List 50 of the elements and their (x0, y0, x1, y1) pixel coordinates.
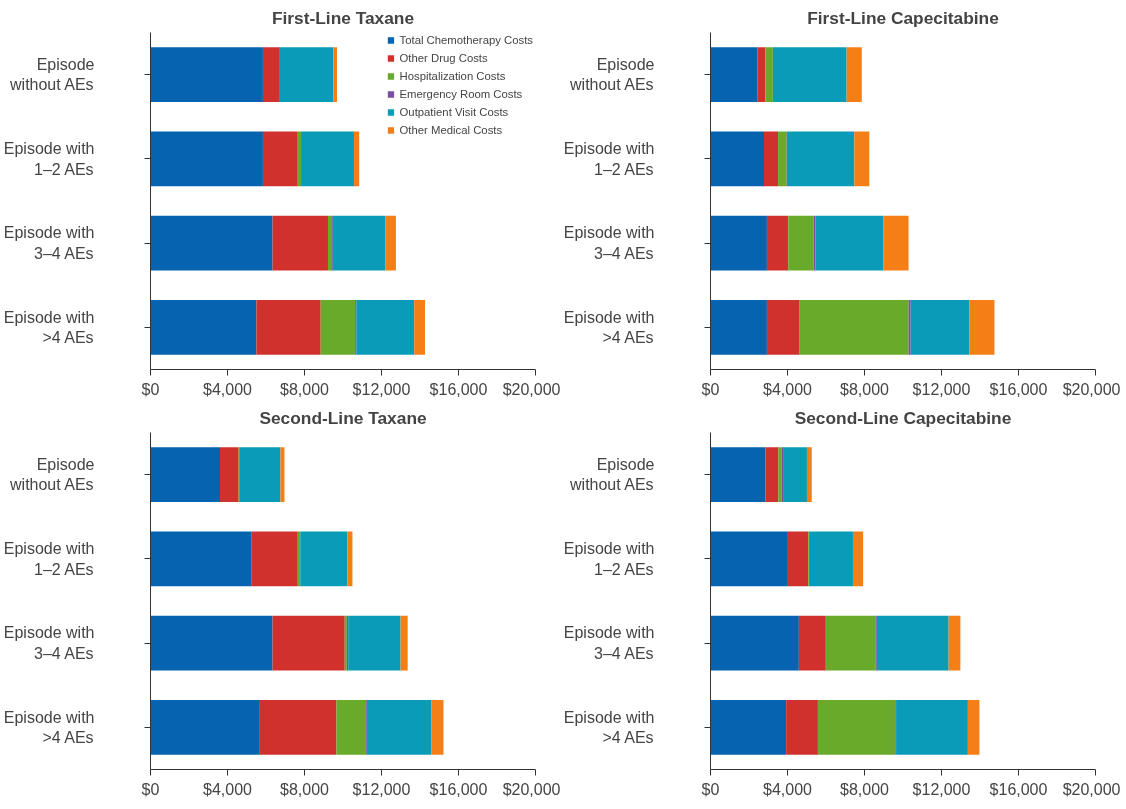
x-tick-label: $4,000 (203, 780, 253, 798)
y-tick-label: Episode with 3–4 AEs (3, 624, 95, 662)
x-tick-label: $0 (141, 780, 160, 798)
x-tick-label: $8,000 (840, 780, 890, 798)
x-tick-label: $20,000 (502, 780, 561, 798)
x-tick-label: $4,000 (763, 380, 813, 398)
x-tick-label: $20,000 (1062, 380, 1121, 398)
legend-label: Other Drug Costs (399, 52, 488, 64)
y-tick-label: Episode with 1–2 AEs (563, 540, 655, 578)
y-tick-label: Episode with >4 AEs (563, 708, 655, 747)
x-tick-label: $8,000 (280, 380, 330, 398)
y-tick-label: Episode with 3–4 AEs (563, 624, 655, 662)
legend-label: Emergency Room Costs (399, 88, 523, 100)
x-tick-label: $16,000 (989, 780, 1048, 798)
x-tick-label: $16,000 (989, 380, 1048, 398)
x-tick-label: $12,000 (352, 780, 411, 798)
y-tick-label: Episode with 1–2 AEs (563, 140, 655, 178)
x-tick-label: $0 (141, 380, 160, 398)
y-tick-label: Episode without AEs (569, 455, 655, 494)
x-tick-label: $12,000 (352, 380, 411, 398)
chart-title: First-Line Taxane (271, 7, 415, 28)
x-tick-label: $16,000 (429, 780, 488, 798)
y-tick-label: Episode without AEs (9, 455, 95, 494)
chart-title: Second-Line Taxane (259, 407, 427, 428)
x-tick-label: $4,000 (763, 780, 813, 798)
chart-title: First-Line Capecitabine (807, 7, 1000, 28)
x-tick-label: $4,000 (203, 380, 253, 398)
y-tick-label: Episode with 1–2 AEs (3, 140, 95, 178)
legend-label: Hospitalization Costs (399, 70, 506, 82)
y-tick-label: Episode without AEs (569, 55, 655, 94)
x-tick-label: $0 (701, 780, 720, 798)
legend-label: Total Chemotherapy Costs (399, 34, 533, 46)
x-tick-label: $20,000 (502, 380, 561, 398)
legend-label: Other Medical Costs (399, 124, 503, 136)
x-tick-label: $8,000 (280, 780, 330, 798)
y-tick-label: Episode with >4 AEs (3, 708, 95, 747)
x-tick-label: $12,000 (912, 380, 971, 398)
x-tick-label: $0 (701, 380, 720, 398)
x-tick-label: $16,000 (429, 380, 488, 398)
y-tick-label: Episode with 3–4 AEs (563, 224, 655, 262)
x-tick-label: $8,000 (840, 380, 890, 398)
y-tick-label: Episode with >4 AEs (563, 308, 655, 347)
legend-label: Outpatient Visit Costs (399, 106, 509, 118)
x-tick-label: $20,000 (1062, 780, 1121, 798)
y-tick-label: Episode without AEs (9, 55, 95, 94)
y-tick-label: Episode with >4 AEs (3, 308, 95, 347)
x-tick-label: $12,000 (912, 780, 971, 798)
chart-title: Second-Line Capecitabine (794, 407, 1012, 428)
y-tick-label: Episode with 1–2 AEs (3, 540, 95, 578)
y-tick-label: Episode with 3–4 AEs (3, 224, 95, 262)
